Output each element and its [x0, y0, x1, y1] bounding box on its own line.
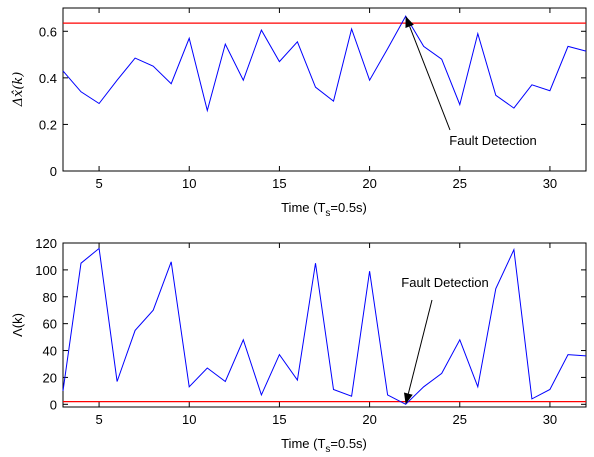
bottom-annotation-label: Fault Detection — [401, 275, 488, 290]
top-y-ticks: 0 0.2 0.4 0.6 — [39, 24, 586, 179]
top-plot-area — [62, 7, 587, 172]
bottom-y-tick-label: 40 — [43, 344, 57, 359]
top-chart-panel: 5 10 15 20 25 30 0 0.2 0.4 0.6 Fault Detection T… — [11, 7, 587, 219]
bottom-y-axis-label: Λ(k) — [10, 313, 25, 337]
top-y-tick-label: 0.2 — [39, 117, 57, 132]
top-y-tick-label: 0.4 — [39, 71, 57, 86]
top-x-tick-label: 10 — [182, 176, 196, 191]
top-series-line — [62, 15, 587, 113]
bottom-chart-panel: 5 10 15 20 25 30 0 20 40 60 80 100 120 Fault Detect… — [10, 236, 587, 455]
top-annotation-arrow-head — [405, 16, 414, 29]
top-x-axis-label: Time (Ts=0.5s) — [281, 200, 367, 219]
top-y-tick-label: 0.6 — [39, 24, 57, 39]
top-y-axis-label: Δx̂(k) — [11, 72, 26, 108]
top-annotation-layer: Fault Detection — [405, 16, 537, 148]
bottom-x-tick-label: 5 — [95, 412, 102, 427]
bottom-series-layer — [62, 247, 587, 405]
bottom-annotation-arrow-head — [403, 392, 413, 405]
bottom-x-axis-label: Time (Ts=0.5s) — [281, 436, 367, 455]
bottom-y-tick-label: 120 — [35, 236, 57, 251]
top-x-tick-label: 25 — [453, 176, 467, 191]
bottom-x-ticks: 5 10 15 20 25 30 — [95, 243, 557, 427]
top-series-layer — [62, 15, 587, 113]
top-x-tick-label: 20 — [362, 176, 376, 191]
bottom-annotation-layer: Fault Detection — [401, 275, 489, 405]
bottom-x-tick-label: 25 — [453, 412, 467, 427]
top-x-tick-label: 5 — [95, 176, 102, 191]
bottom-y-tick-label: 0 — [50, 397, 57, 412]
top-x-tick-label: 30 — [543, 176, 557, 191]
bottom-annotation-arrow-shaft — [407, 299, 433, 394]
top-x-ticks: 5 10 15 20 25 30 — [95, 8, 557, 191]
bottom-y-tick-label: 60 — [43, 317, 57, 332]
top-y-tick-label: 0 — [50, 164, 57, 179]
bottom-y-tick-label: 20 — [43, 370, 57, 385]
bottom-x-tick-label: 20 — [362, 412, 376, 427]
top-annotation-label: Fault Detection — [449, 133, 536, 148]
bottom-x-tick-label: 15 — [272, 412, 286, 427]
top-x-tick-label: 15 — [272, 176, 286, 191]
bottom-y-tick-label: 80 — [43, 290, 57, 305]
bottom-x-tick-label: 30 — [543, 412, 557, 427]
top-annotation-arrow-shaft — [409, 26, 451, 131]
bottom-y-tick-label: 100 — [35, 263, 57, 278]
bottom-y-ticks: 0 20 40 60 80 100 120 — [35, 236, 586, 412]
bottom-x-tick-label: 10 — [182, 412, 196, 427]
bottom-series-line — [62, 247, 587, 405]
